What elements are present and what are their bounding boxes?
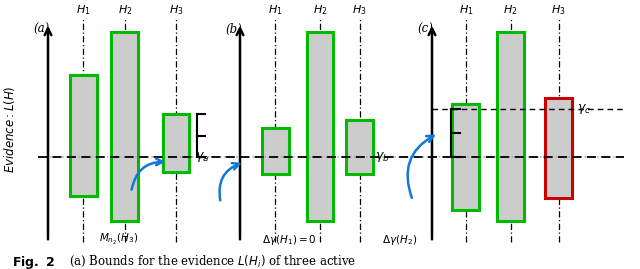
Bar xyxy=(307,32,333,221)
Text: $H_3$: $H_3$ xyxy=(169,4,183,17)
Bar xyxy=(111,32,138,221)
Text: $H_3$: $H_3$ xyxy=(552,4,566,17)
Bar xyxy=(346,120,373,174)
Text: $\gamma_a$: $\gamma_a$ xyxy=(195,150,209,164)
Bar xyxy=(111,32,138,221)
Bar xyxy=(307,32,333,221)
Bar xyxy=(163,114,189,172)
Bar xyxy=(163,114,189,172)
Text: $H_2$: $H_2$ xyxy=(118,4,132,17)
Bar xyxy=(452,104,479,210)
Bar xyxy=(497,32,524,221)
Bar xyxy=(262,128,289,174)
Bar xyxy=(70,75,97,196)
Text: $M_{n_2}(H_3)$: $M_{n_2}(H_3)$ xyxy=(99,232,138,247)
Text: $H_1$: $H_1$ xyxy=(459,4,473,17)
Text: (a): (a) xyxy=(34,23,50,36)
Text: $\Delta\gamma(H_1) = 0$: $\Delta\gamma(H_1) = 0$ xyxy=(262,233,317,247)
Bar xyxy=(497,32,524,221)
Text: $\Delta\gamma(H_2)$: $\Delta\gamma(H_2)$ xyxy=(383,233,417,247)
Text: $\mathbf{Fig.\ 2}$: $\mathbf{Fig.\ 2}$ xyxy=(12,254,54,269)
Bar xyxy=(545,98,572,198)
Text: $H_3$: $H_3$ xyxy=(353,4,367,17)
Text: $H_2$: $H_2$ xyxy=(504,4,518,17)
Text: (a) Bounds for the evidence $L(H_i)$ of three active: (a) Bounds for the evidence $L(H_i)$ of … xyxy=(69,254,356,269)
Bar xyxy=(346,120,373,174)
Text: $\gamma_b$: $\gamma_b$ xyxy=(375,150,390,164)
Bar xyxy=(545,98,572,198)
Text: $H_2$: $H_2$ xyxy=(313,4,327,17)
Text: (c): (c) xyxy=(418,23,434,36)
Text: $H_1$: $H_1$ xyxy=(268,4,282,17)
Bar xyxy=(262,128,289,174)
Text: $\gamma_c$: $\gamma_c$ xyxy=(577,102,591,116)
Bar xyxy=(452,104,479,210)
Bar xyxy=(70,75,97,196)
Text: $H_1$: $H_1$ xyxy=(76,4,90,17)
Text: $Evidence: L(H)$: $Evidence: L(H)$ xyxy=(2,85,17,173)
Text: (b): (b) xyxy=(226,23,243,36)
